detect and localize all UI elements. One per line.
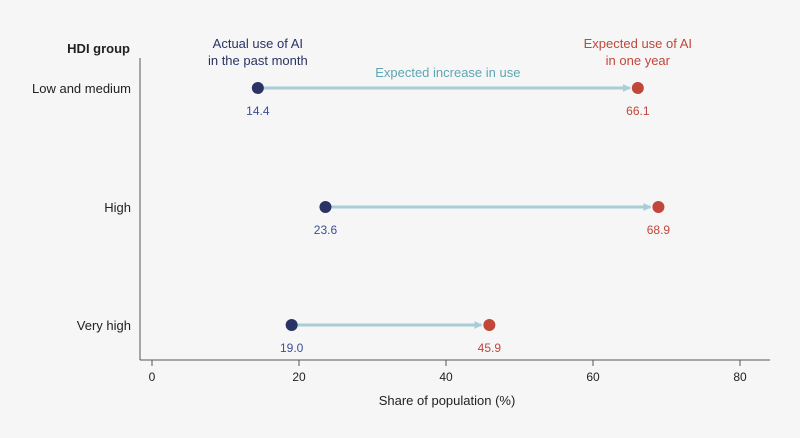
actual-value-label: 23.6 xyxy=(314,223,338,237)
category-label: Low and medium xyxy=(32,81,131,96)
axes xyxy=(139,58,770,361)
actual-point xyxy=(251,82,264,94)
expected-series-label: in one year xyxy=(606,53,671,68)
expected-value-label: 68.9 xyxy=(647,223,671,237)
expected-point xyxy=(652,201,665,213)
category-label: High xyxy=(104,200,131,215)
category-header: HDI group xyxy=(67,41,130,56)
actual-value-label: 19.0 xyxy=(280,341,304,355)
actual-series-label: Actual use of AI xyxy=(213,36,303,51)
expected-value-label: 66.1 xyxy=(626,104,650,118)
x-axis-title: Share of population (%) xyxy=(379,393,516,408)
expected-series-label: Expected use of AI xyxy=(584,36,692,51)
expected-point xyxy=(631,82,644,94)
expected-point xyxy=(483,319,496,331)
x-tick-label: 40 xyxy=(439,370,453,384)
actual-point xyxy=(285,319,298,331)
increase-label: Expected increase in use xyxy=(375,65,520,80)
x-tick-label: 80 xyxy=(733,370,747,384)
expected-value-label: 45.9 xyxy=(478,341,502,355)
x-tick-label: 20 xyxy=(292,370,306,384)
category-label: Very high xyxy=(77,318,131,333)
chart-marks: 0 20 40 60 80 Low and medium 14.4 66.1 High 23.6 6… xyxy=(32,36,747,384)
x-tick-label: 0 xyxy=(149,370,156,384)
actual-value-label: 14.4 xyxy=(246,104,270,118)
actual-point xyxy=(319,201,332,213)
x-tick-label: 60 xyxy=(586,370,600,384)
actual-series-label: in the past month xyxy=(208,53,308,68)
